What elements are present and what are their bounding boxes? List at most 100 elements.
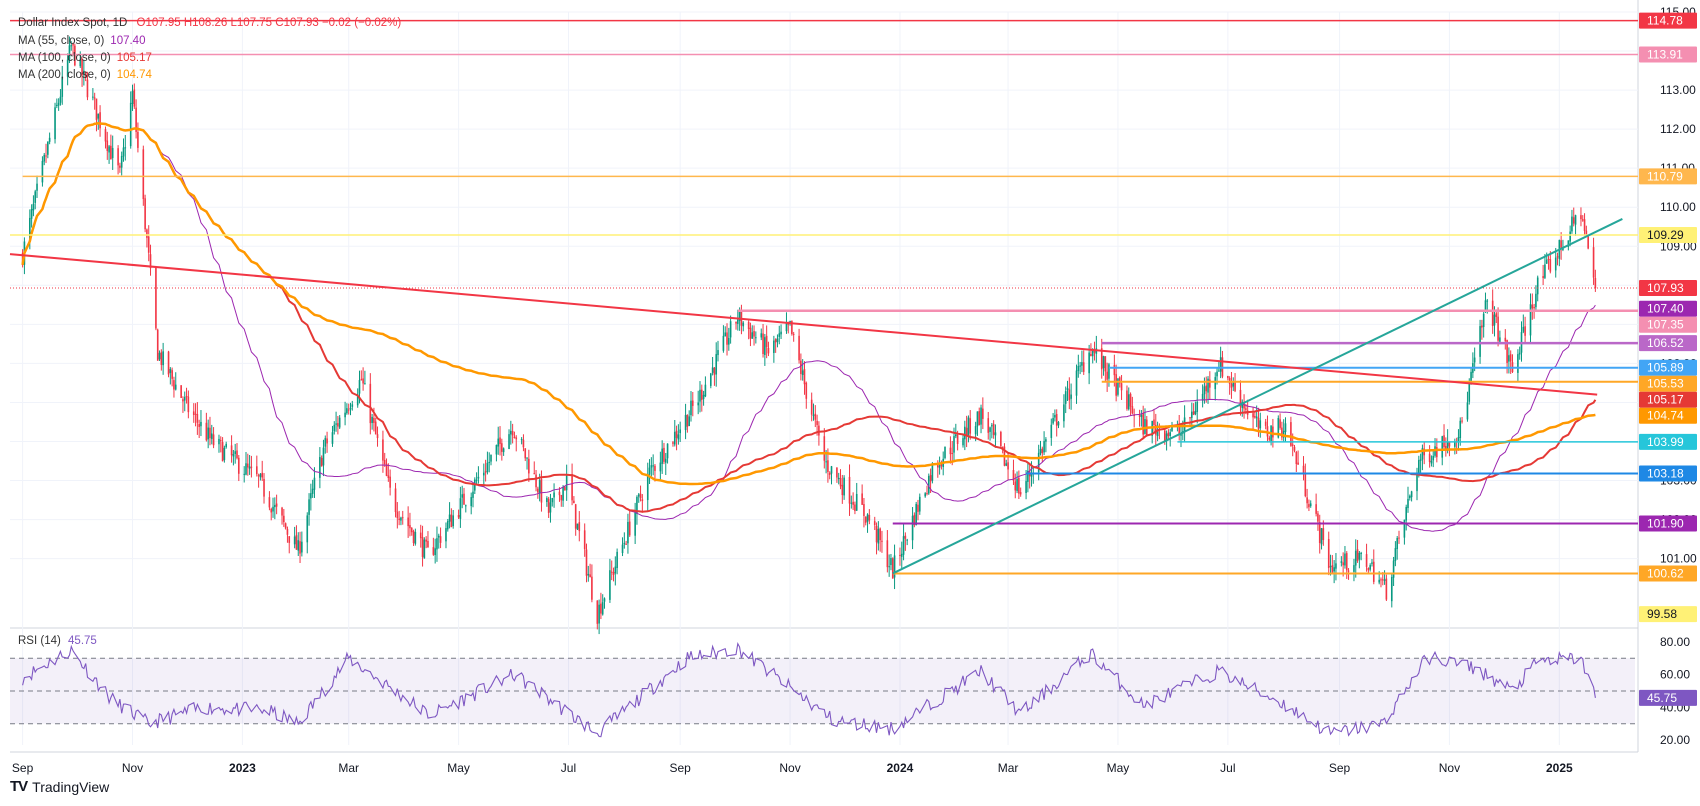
price-tick-label: 101.00 [1660,552,1697,566]
candle-body [917,504,919,512]
candle-body [964,426,966,440]
candle-body [219,440,222,442]
candle-body [702,394,705,400]
candle-body [994,432,997,436]
candle-body [299,541,301,554]
candle-body [1252,413,1254,418]
candle-body [1091,349,1094,357]
candle-body [502,448,505,453]
candle-body [1428,453,1431,462]
candle-body [1077,365,1080,372]
candle-body [383,459,386,465]
candle-body [1484,300,1487,313]
candle-body [1544,264,1546,278]
legend-ma55[interactable]: MA (55, close, 0) 107.40 [18,35,145,47]
candle-body [875,525,878,543]
candle-body [1518,352,1521,355]
legend-ma100[interactable]: MA (100, close, 0) 105.17 [18,52,152,64]
candle-body [1508,355,1510,362]
candle-body [263,478,265,497]
legend-symbol-row[interactable]: Dollar Index Spot, 1D O107.95 H108.26 L1… [18,17,401,29]
candle-body [1156,429,1159,437]
candle-body [801,370,804,375]
candle-body [533,473,536,475]
candle-body [953,436,955,453]
price-tag-label: 114.78 [1647,14,1683,28]
legend-ma200[interactable]: MA (200, close, 0) 104.74 [18,69,152,81]
candle-body [1461,420,1463,422]
rsi-tag-label: 45.75 [1647,691,1677,705]
symbol-name: Dollar Index Spot, 1D [18,17,128,29]
candle-body [825,461,827,463]
candle-body [967,417,970,437]
candle-body [450,514,453,528]
candle-body [306,515,309,543]
candle-body [1183,417,1186,432]
candle-body [92,96,94,98]
candle-body [755,337,757,339]
price-tick-label: 113.00 [1660,83,1696,97]
candle-body [268,497,271,508]
candle-body [1556,256,1559,258]
candle-body [221,442,224,462]
candle-body [976,411,979,427]
candle-body [432,547,435,555]
candle-body [1216,371,1218,377]
candle-body [778,333,781,337]
candle-body [83,70,85,75]
candle-body [888,566,890,568]
candle-body [738,310,741,321]
candle-body [160,352,163,365]
price-tag-label: 103.18 [1647,467,1684,481]
candle-body [1473,357,1476,363]
candle-body [169,368,172,373]
rsi-tick-label: 20.00 [1660,733,1690,747]
candle-body [482,472,485,476]
candle-body [1272,426,1274,438]
candle-body [1064,391,1067,404]
tradingview-logo[interactable]: TV TradingView [10,778,109,795]
candle-body [1542,276,1544,279]
candle-body [106,140,109,151]
legend-rsi[interactable]: RSI (14) 45.75 [18,635,97,647]
candle-body [274,504,276,508]
candle-body [158,352,161,360]
candle-body [407,517,409,527]
candle-body [1322,528,1325,541]
candle-body [1279,419,1281,428]
candle-body [324,438,327,447]
candle-body [574,504,577,529]
candle-body [1383,579,1386,581]
candle-body [333,424,336,432]
candle-body [344,412,346,418]
candle-body [1127,394,1130,410]
candle-body [423,539,426,559]
candle-body [385,463,388,476]
candle-body [600,603,602,614]
candle-body [866,514,869,522]
candle-body [1014,481,1017,491]
candle-body [1360,552,1362,554]
time-axis[interactable]: Sep Nov 2023 Mar May Jul Sep Nov 2024 Mar May Jul Se… [12,761,1573,775]
ma100-value: 105.17 [116,52,152,64]
candle-body [929,475,932,482]
candle-body [57,102,60,106]
candle-body [1356,549,1359,561]
candle-body [742,322,745,327]
price-tag [1639,391,1697,408]
candle-body [1547,258,1550,260]
candle-body [155,266,157,329]
candle-body [1230,383,1233,388]
ohlc-values: O107.95 H108.26 L107.75 C107.93 −0.02 (−… [136,17,402,29]
candle-body [1367,567,1370,571]
price-tag [1639,375,1697,392]
price-tick-label: 112.00 [1660,122,1696,136]
price-tick-label: 110.00 [1660,200,1696,214]
candle-body [1290,422,1292,446]
candle-body [673,431,676,445]
price-tag-label: 113.91 [1647,48,1683,62]
candle-body [924,493,926,497]
candle-body [927,475,930,494]
candle-body [879,528,881,541]
